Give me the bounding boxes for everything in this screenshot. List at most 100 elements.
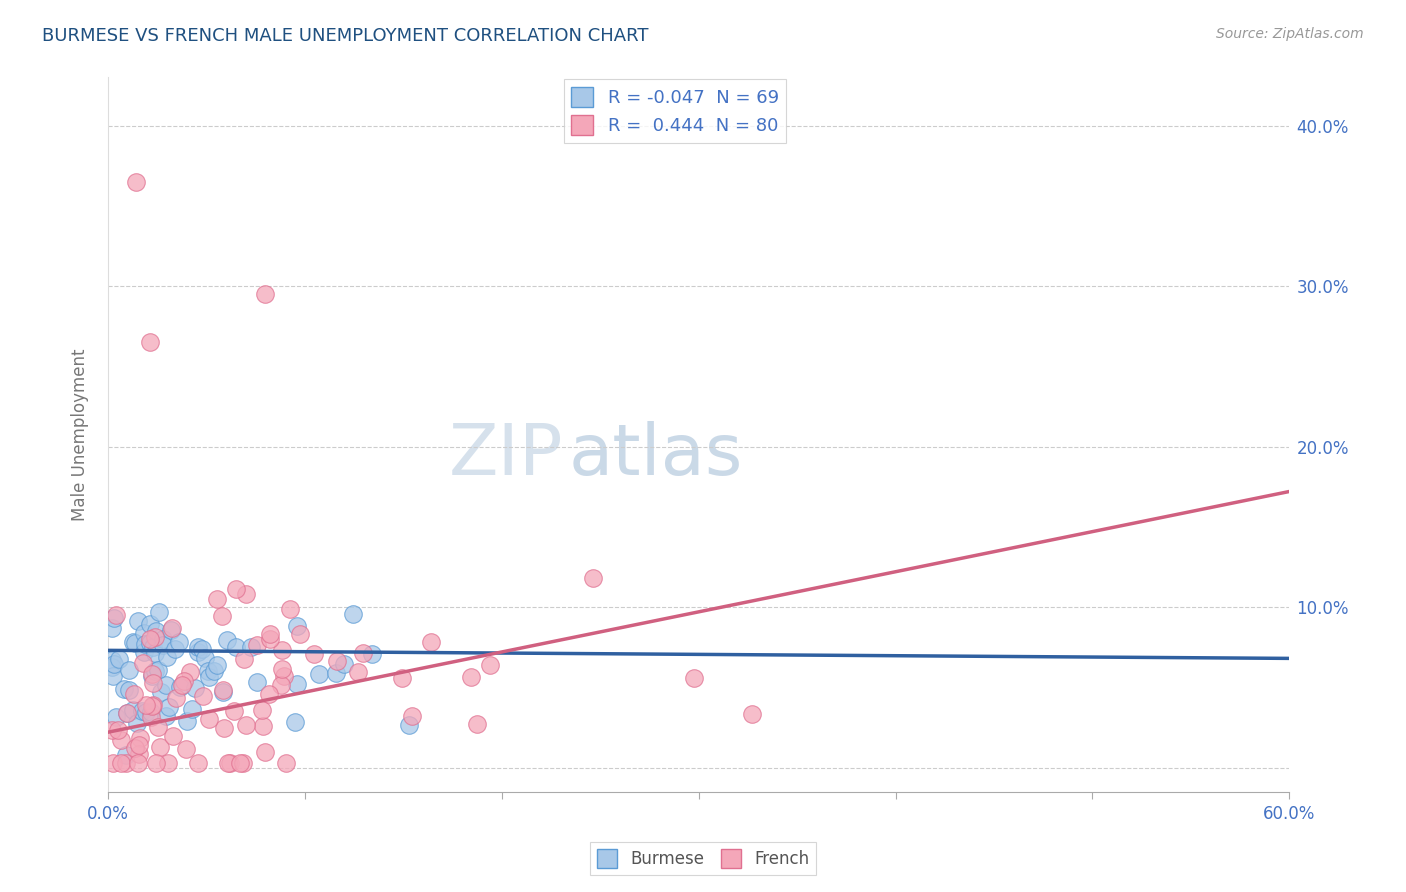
Point — [162, 729, 184, 743]
Point — [141, 699, 163, 714]
Point — [253, 745, 276, 759]
Point — [150, 684, 173, 698]
Point — [346, 665, 368, 679]
Point — [186, 645, 208, 659]
Point — [155, 678, 177, 692]
Point — [401, 709, 423, 723]
Point — [117, 663, 139, 677]
Point — [128, 738, 150, 752]
Point — [197, 712, 219, 726]
Point — [290, 627, 312, 641]
Point — [167, 634, 190, 648]
Point — [141, 669, 163, 683]
Point — [110, 756, 132, 770]
Point — [741, 707, 763, 722]
Point — [259, 632, 281, 646]
Point — [103, 756, 125, 770]
Point — [124, 741, 146, 756]
Point — [197, 664, 219, 678]
Point — [131, 704, 153, 718]
Point — [582, 571, 605, 585]
Point — [352, 646, 374, 660]
Point — [110, 732, 132, 747]
Point — [145, 630, 167, 644]
Point — [259, 627, 281, 641]
Point — [125, 175, 148, 189]
Point — [398, 718, 420, 732]
Point — [212, 721, 235, 735]
Point — [163, 642, 186, 657]
Point — [157, 699, 180, 714]
Point — [121, 703, 143, 717]
Point — [465, 717, 488, 731]
Point — [118, 682, 141, 697]
Point — [146, 720, 169, 734]
Point — [129, 731, 152, 745]
Point — [325, 666, 347, 681]
Point — [132, 645, 155, 659]
Point — [235, 587, 257, 601]
Point — [205, 592, 228, 607]
Point — [101, 660, 124, 674]
Point — [157, 756, 180, 770]
Point — [155, 649, 177, 664]
Text: Source: ZipAtlas.com: Source: ZipAtlas.com — [1216, 27, 1364, 41]
Legend: Burmese, French: Burmese, French — [591, 842, 815, 875]
Point — [145, 665, 167, 679]
Point — [176, 714, 198, 728]
Point — [184, 681, 207, 695]
Point — [218, 756, 240, 770]
Point — [115, 706, 138, 720]
Point — [125, 715, 148, 730]
Point — [240, 640, 263, 654]
Point — [270, 678, 292, 692]
Point — [198, 670, 221, 684]
Point — [127, 614, 149, 628]
Point — [273, 669, 295, 683]
Point — [122, 687, 145, 701]
Point — [134, 636, 156, 650]
Point — [187, 640, 209, 654]
Point — [104, 710, 127, 724]
Point — [101, 653, 124, 667]
Point — [152, 632, 174, 646]
Point — [159, 624, 181, 638]
Point — [152, 638, 174, 652]
Point — [141, 705, 163, 719]
Point — [229, 756, 252, 770]
Text: atlas: atlas — [569, 421, 744, 491]
Point — [179, 665, 201, 679]
Point — [141, 667, 163, 681]
Point — [173, 673, 195, 688]
Point — [108, 652, 131, 666]
Point — [124, 636, 146, 650]
Point — [135, 705, 157, 719]
Point — [131, 657, 153, 671]
Point — [211, 608, 233, 623]
Point — [187, 756, 209, 770]
Point — [170, 678, 193, 692]
Point — [204, 665, 226, 679]
Point — [122, 634, 145, 648]
Text: BURMESE VS FRENCH MALE UNEMPLOYMENT CORRELATION CHART: BURMESE VS FRENCH MALE UNEMPLOYMENT CORR… — [42, 27, 648, 45]
Point — [308, 667, 330, 681]
Point — [225, 582, 247, 596]
Point — [105, 608, 128, 623]
Point — [139, 335, 162, 350]
Point — [342, 607, 364, 621]
Point — [145, 646, 167, 660]
Point — [302, 647, 325, 661]
Point — [460, 670, 482, 684]
Point — [257, 688, 280, 702]
Point — [139, 632, 162, 646]
Point — [101, 723, 124, 738]
Point — [112, 682, 135, 697]
Point — [246, 639, 269, 653]
Point — [115, 756, 138, 770]
Point — [420, 635, 443, 649]
Point — [245, 675, 267, 690]
Point — [146, 664, 169, 678]
Point — [191, 642, 214, 657]
Point — [285, 676, 308, 690]
Point — [141, 676, 163, 690]
